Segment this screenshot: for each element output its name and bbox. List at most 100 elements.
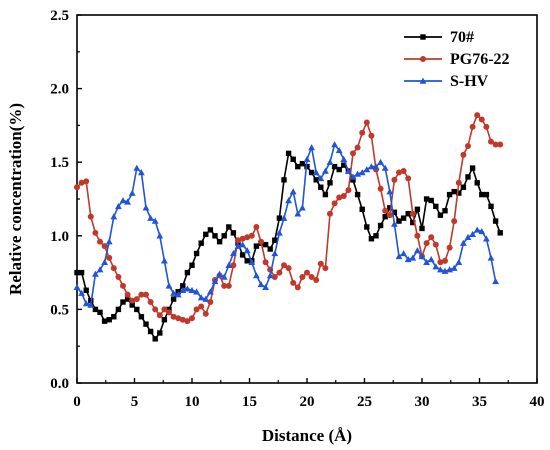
data-point: [161, 317, 168, 323]
data-point: [497, 230, 503, 236]
x-tick-label: 40: [530, 394, 545, 410]
data-point: [272, 237, 278, 243]
data-point: [207, 288, 214, 295]
data-point: [78, 289, 85, 296]
legend: 70# PG76-22 S-HV: [404, 29, 510, 90]
data-point: [285, 265, 292, 272]
data-point: [478, 227, 486, 235]
data-point: [456, 190, 462, 196]
data-point: [423, 240, 430, 247]
data-point: [74, 184, 80, 191]
data-point: [358, 169, 366, 176]
data-point: [120, 299, 126, 305]
data-point: [327, 180, 333, 186]
data-point: [364, 224, 370, 230]
data-point: [221, 233, 227, 239]
data-point: [387, 205, 393, 211]
data-point: [73, 283, 81, 291]
data-point: [455, 179, 462, 186]
data-point: [451, 218, 458, 225]
data-point: [184, 318, 191, 325]
data-point: [308, 169, 315, 176]
data-point: [281, 262, 287, 269]
y-tick-label: 1.5: [50, 155, 69, 171]
data-point: [428, 234, 435, 241]
data-point: [446, 244, 453, 251]
data-point: [290, 279, 297, 286]
data-point: [391, 176, 398, 183]
data-point: [119, 197, 127, 204]
data-point: [262, 283, 269, 291]
data-point: [203, 231, 209, 238]
data-point: [312, 169, 320, 176]
data-point: [497, 141, 504, 148]
series-70: [74, 150, 503, 342]
data-point: [437, 266, 444, 273]
data-point: [354, 191, 361, 198]
data-point: [304, 269, 310, 276]
series-pg76-22: [74, 112, 504, 325]
data-point: [105, 238, 113, 245]
data-point: [271, 274, 278, 281]
data-point: [419, 225, 425, 232]
data-point: [280, 214, 288, 221]
data-point: [133, 296, 140, 303]
legend-marker: [419, 77, 427, 84]
data-point: [469, 123, 476, 130]
data-point: [473, 226, 481, 233]
data-point: [193, 288, 200, 295]
data-point: [267, 246, 273, 252]
data-point: [340, 155, 348, 162]
data-point: [418, 253, 426, 260]
data-point: [331, 163, 338, 170]
data-point: [377, 185, 384, 192]
data-point: [488, 203, 494, 210]
series-s-hv: [73, 141, 499, 308]
data-point: [74, 269, 80, 276]
data-point: [492, 278, 499, 285]
x-tick-label: 35: [472, 394, 487, 410]
data-point: [82, 300, 90, 307]
data-point: [299, 160, 306, 167]
data-point: [289, 188, 297, 195]
y-axis-title: Relative concentration(%): [6, 103, 25, 295]
y-axis: 0.0 0.5 1.0 1.5 2.0 2.5: [50, 8, 82, 392]
data-point: [409, 254, 417, 261]
data-point: [170, 296, 177, 302]
data-point: [97, 309, 103, 316]
data-point: [492, 141, 499, 148]
data-point: [257, 280, 265, 288]
data-point: [465, 174, 471, 180]
y-tick-label: 2.0: [50, 82, 69, 98]
data-point: [373, 233, 379, 239]
data-point: [180, 283, 186, 289]
legend-item: S-HV: [404, 73, 489, 90]
data-point: [106, 254, 113, 261]
data-point: [322, 167, 329, 174]
data-point: [400, 215, 407, 221]
data-point: [101, 318, 108, 324]
data-point: [433, 203, 439, 210]
data-point: [124, 296, 131, 302]
data-point: [317, 260, 324, 267]
data-point: [207, 227, 214, 233]
data-point: [386, 188, 394, 195]
data-point: [372, 163, 380, 170]
data-point: [156, 312, 163, 319]
data-point: [239, 252, 246, 258]
data-point: [488, 138, 494, 145]
data-point: [276, 215, 283, 221]
data-point: [281, 177, 287, 183]
data-point: [147, 214, 154, 221]
data-point: [368, 163, 375, 170]
data-point: [220, 273, 228, 280]
data-point: [230, 262, 237, 269]
data-point: [115, 306, 122, 313]
data-point: [341, 162, 347, 168]
data-point: [405, 175, 412, 182]
data-point: [161, 306, 168, 313]
data-point: [285, 197, 292, 204]
data-point: [266, 272, 274, 279]
x-tick-label: 20: [300, 394, 315, 410]
